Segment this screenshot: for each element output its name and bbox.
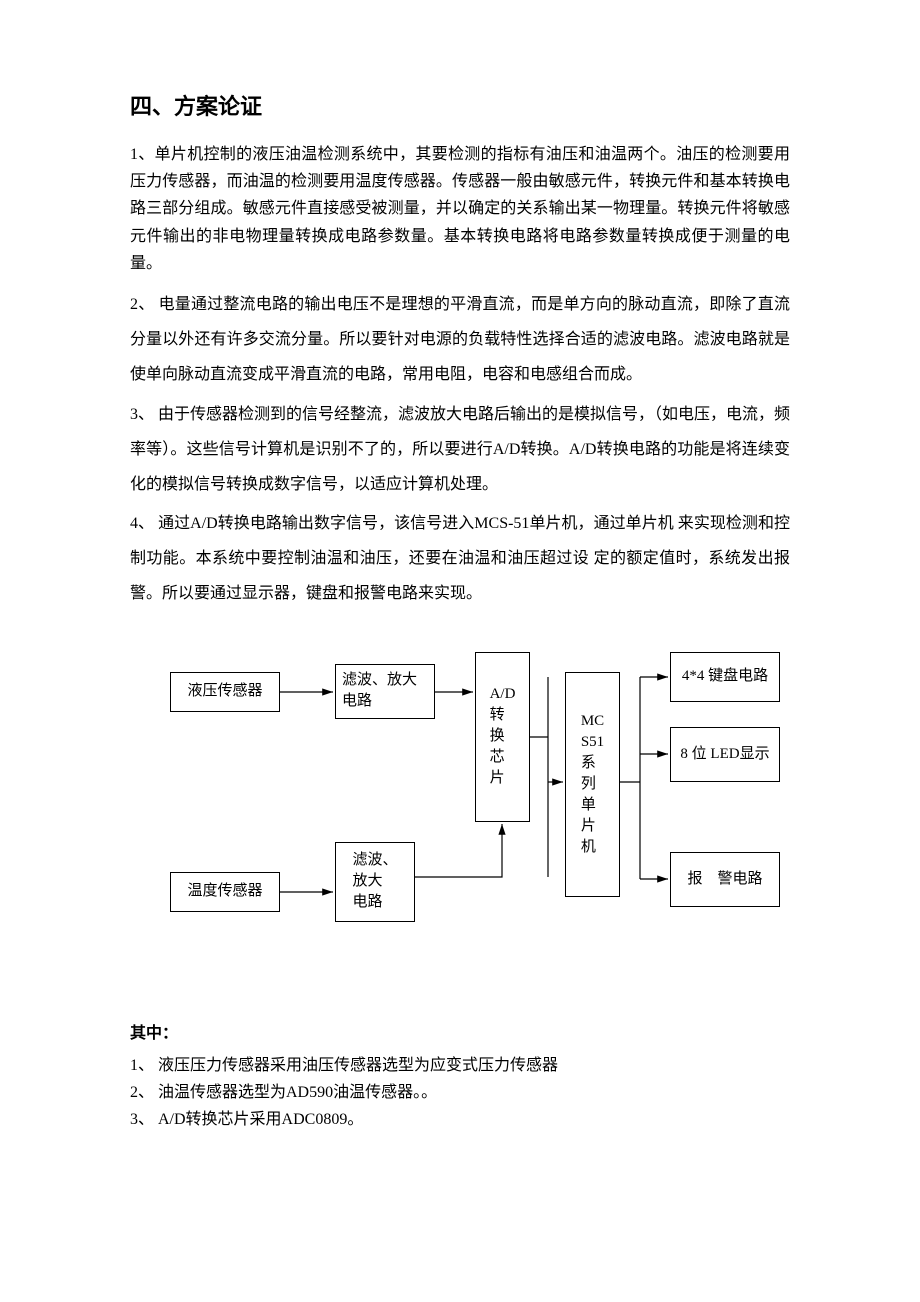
node-filter-amp-2: 滤波、 放大 电路 — [335, 842, 415, 922]
paragraph-3: 3、 由于传感器检测到的信号经整流，滤波放大电路后输出的是模拟信号，（如电压，电… — [130, 397, 790, 503]
sub-heading: 其中： — [130, 1022, 790, 1046]
list-item-3: 3、 A/D转换芯片采用ADC0809。 — [130, 1106, 790, 1133]
node-label: 滤波、放大电路 — [342, 670, 428, 712]
list-item-1: 1、 液压压力传感器采用油压传感器选型为应变式压力传感器 — [130, 1052, 790, 1079]
node-label: 液压传感器 — [187, 681, 262, 702]
node-label: 8 位 LED显示 — [680, 744, 769, 765]
node-mcu: MC S51 系 列 单 片 机 — [565, 672, 620, 897]
paragraph-2: 2、 电量通过整流电路的输出电压不是理想的平滑直流，而是单方向的脉动直流，即除了… — [130, 287, 790, 393]
paragraph-1: 1、单片机控制的液压油温检测系统中，其要检测的指标有油压和油温两个。油压的检测要… — [130, 141, 790, 277]
list-item-2: 2、 油温传感器选型为AD590油温传感器。。 — [130, 1079, 790, 1106]
node-label: MC S51 系 列 单 片 机 — [581, 711, 604, 858]
node-keyboard: 4*4 键盘电路 — [670, 652, 780, 702]
node-filter-amp-1: 滤波、放大电路 — [335, 664, 435, 719]
node-led: 8 位 LED显示 — [670, 727, 780, 782]
node-pressure-sensor: 液压传感器 — [170, 672, 280, 712]
page-title: 四、方案论证 — [130, 90, 790, 123]
node-label: 4*4 键盘电路 — [682, 666, 768, 687]
node-adc: A/D 转 换 芯 片 — [475, 652, 530, 822]
node-label: A/D 转 换 芯 片 — [490, 684, 516, 789]
node-label: 温度传感器 — [187, 881, 262, 902]
node-temp-sensor: 温度传感器 — [170, 872, 280, 912]
node-label: 滤波、 放大 电路 — [352, 850, 397, 913]
paragraph-4: 4、 通过A/D转换电路输出数字信号，该信号进入MCS-51单片机，通过单片机 … — [130, 506, 790, 612]
block-diagram: 液压传感器 滤波、放大电路 A/D 转 换 芯 片 MC S51 系 列 单 片… — [130, 652, 790, 982]
node-alarm: 报 警电路 — [670, 852, 780, 907]
node-label: 报 警电路 — [687, 869, 762, 890]
